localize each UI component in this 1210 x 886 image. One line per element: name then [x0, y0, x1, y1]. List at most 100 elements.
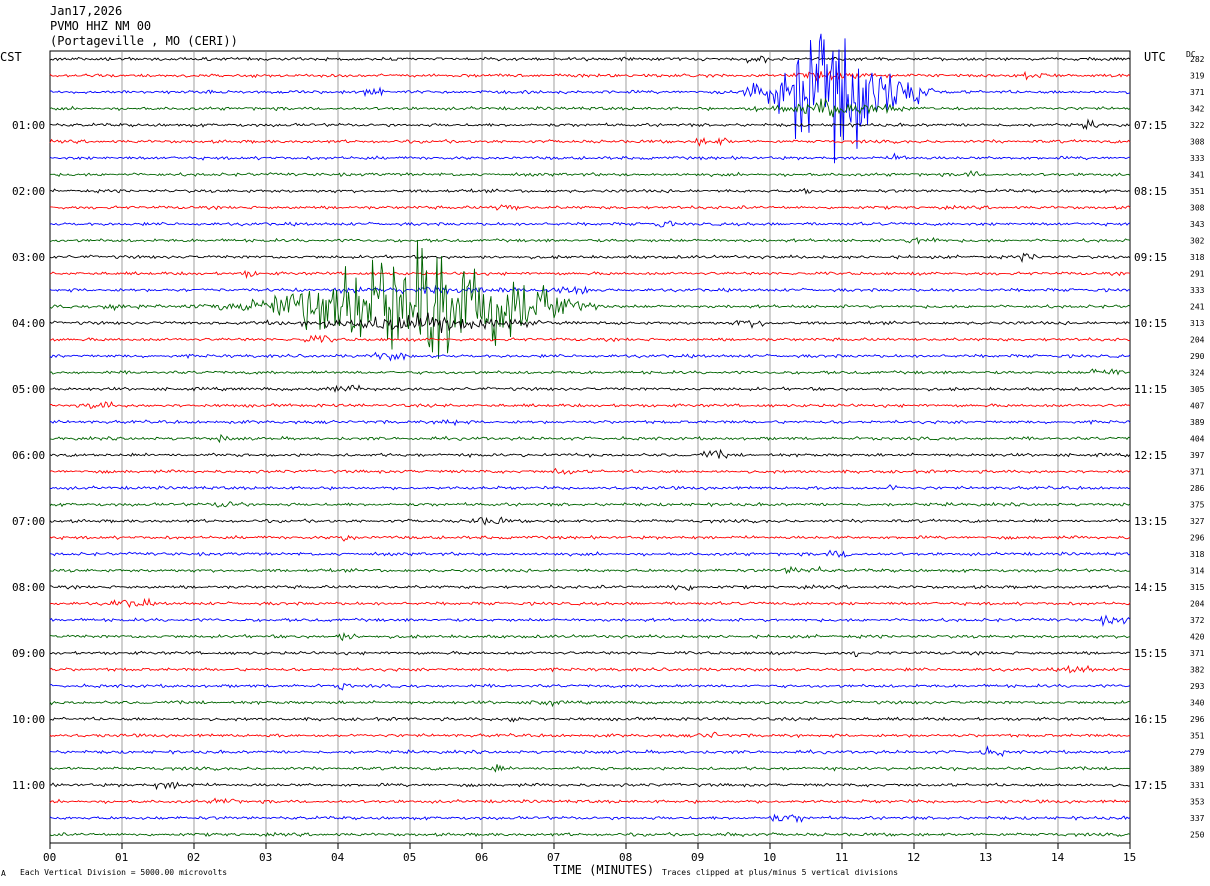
dc-offset-label: 250 — [1190, 831, 1205, 840]
left-hour-label: 03:00 — [12, 251, 45, 264]
trace-20 — [49, 384, 1131, 393]
left-hour-label: 04:00 — [12, 317, 45, 330]
dc-offset-label: 327 — [1190, 517, 1205, 526]
right-hour-labels: 07:15 08:15 09:15 10:15 11:15 12:15 13:15 14:15… — [1134, 119, 1167, 792]
dc-offset-label: 302 — [1190, 237, 1205, 246]
right-hour-label: 17:15 — [1134, 779, 1167, 792]
right-hour-label: 14:15 — [1134, 581, 1167, 594]
plot-frame — [49, 50, 1131, 844]
dc-offset-labels: 282 319 371 342 322 308 333 341 351 308 343 302 318 2… — [1190, 55, 1205, 840]
trace-6 — [49, 152, 1130, 161]
trace-15 — [49, 240, 1131, 359]
dc-header: DC — [1186, 50, 1196, 59]
trace-39 — [49, 699, 1130, 708]
trace-33 — [49, 597, 1131, 609]
trace-23 — [49, 433, 1131, 444]
left-hour-label: 01:00 — [12, 119, 45, 132]
right-hour-label: 07:15 — [1134, 119, 1167, 132]
x-tick-label: 10 — [763, 851, 776, 864]
left-hour-label: 02:00 — [12, 185, 45, 198]
right-hour-label: 11:15 — [1134, 383, 1167, 396]
dc-offset-label: 343 — [1190, 220, 1205, 229]
x-tick-label: 07 — [547, 851, 560, 864]
dc-offset-label: 333 — [1190, 154, 1205, 163]
right-hour-label: 09:15 — [1134, 251, 1167, 264]
trace-21 — [49, 400, 1131, 409]
x-tick-label: 00 — [43, 851, 56, 864]
left-hour-label: 06:00 — [12, 449, 45, 462]
x-axis-title: TIME (MINUTES) — [553, 863, 654, 877]
dc-offset-label: 279 — [1190, 748, 1205, 757]
right-hour-label: 12:15 — [1134, 449, 1167, 462]
trace-37 — [49, 664, 1131, 674]
dc-offset-label: 337 — [1190, 814, 1205, 823]
dc-offset-label: 319 — [1190, 72, 1205, 81]
x-tick-label: 03 — [259, 851, 272, 864]
trace-42 — [49, 745, 1131, 758]
trace-17 — [49, 334, 1131, 344]
trace-1 — [49, 70, 1131, 82]
trace-22 — [49, 419, 1131, 427]
x-tick-label: 04 — [331, 851, 345, 864]
trace-47 — [49, 831, 1131, 838]
trace-36 — [49, 650, 1131, 658]
dc-offset-label: 308 — [1190, 138, 1205, 147]
record-date: Jan17,2026 — [50, 4, 122, 18]
dc-offset-label: 286 — [1190, 484, 1205, 493]
dc-offset-label: 291 — [1190, 270, 1205, 279]
trace-28 — [49, 516, 1131, 526]
station-code: PVMO HHZ NM 00 — [50, 19, 151, 33]
trace-3 — [49, 97, 1131, 118]
dc-offset-label: 333 — [1190, 286, 1205, 295]
left-hour-label: 07:00 — [12, 515, 45, 528]
trace-43 — [49, 764, 1131, 773]
trace-18 — [49, 351, 1131, 362]
x-tick-label: 14 — [1051, 851, 1065, 864]
trace-0 — [49, 55, 1131, 64]
scale-marker: A — [1, 869, 6, 878]
right-hour-label: 13:15 — [1134, 515, 1167, 528]
trace-30 — [49, 549, 1131, 558]
dc-offset-label: 308 — [1190, 204, 1205, 213]
trace-25 — [49, 467, 1131, 475]
trace-5 — [49, 137, 1131, 147]
x-axis-ticks: 00 01 02 03 04 05 06 07 08 09 10 11 12 13 14 15 — [43, 843, 1136, 864]
dc-offset-label: 322 — [1190, 121, 1205, 130]
trace-35 — [49, 632, 1131, 642]
dc-offset-label: 296 — [1190, 715, 1205, 724]
trace-7 — [49, 169, 1131, 178]
dc-offset-label: 204 — [1190, 600, 1205, 609]
x-tick-label: 06 — [475, 851, 488, 864]
left-hour-label: 09:00 — [12, 647, 45, 660]
dc-offset-label: 324 — [1190, 369, 1205, 378]
dc-offset-label: 397 — [1190, 451, 1205, 460]
dc-offset-label: 371 — [1190, 468, 1205, 477]
x-tick-label: 13 — [979, 851, 992, 864]
dc-offset-label: 342 — [1190, 105, 1205, 114]
minute-gridlines — [121, 51, 1059, 843]
left-hour-labels: 01:00 02:00 03:00 04:00 05:00 06:00 07:00 08:00… — [12, 119, 45, 792]
trace-38 — [49, 682, 1131, 691]
scale-note: Each Vertical Division = 5000.00 microvo… — [20, 868, 227, 877]
right-hour-label: 16:15 — [1134, 713, 1167, 726]
trace-19 — [49, 368, 1131, 376]
dc-offset-label: 420 — [1190, 633, 1205, 642]
left-hour-label: 10:00 — [12, 713, 45, 726]
dc-offset-label: 293 — [1190, 682, 1205, 691]
trace-8 — [49, 187, 1131, 195]
dc-offset-label: 351 — [1190, 732, 1205, 741]
trace-41 — [49, 731, 1131, 739]
trace-34 — [49, 614, 1131, 627]
trace-24 — [49, 448, 1131, 459]
trace-27 — [49, 501, 1131, 508]
dc-offset-label: 389 — [1190, 765, 1205, 774]
trace-31 — [49, 565, 1131, 575]
trace-10 — [49, 220, 1131, 228]
dc-offset-label: 315 — [1190, 583, 1205, 592]
dc-offset-label: 241 — [1190, 303, 1205, 312]
dc-offset-label: 282 — [1190, 55, 1205, 64]
trace-45 — [49, 797, 1131, 805]
trace-16 — [49, 312, 1131, 334]
clip-note: Traces clipped at plus/minus 5 vertical … — [662, 868, 898, 877]
